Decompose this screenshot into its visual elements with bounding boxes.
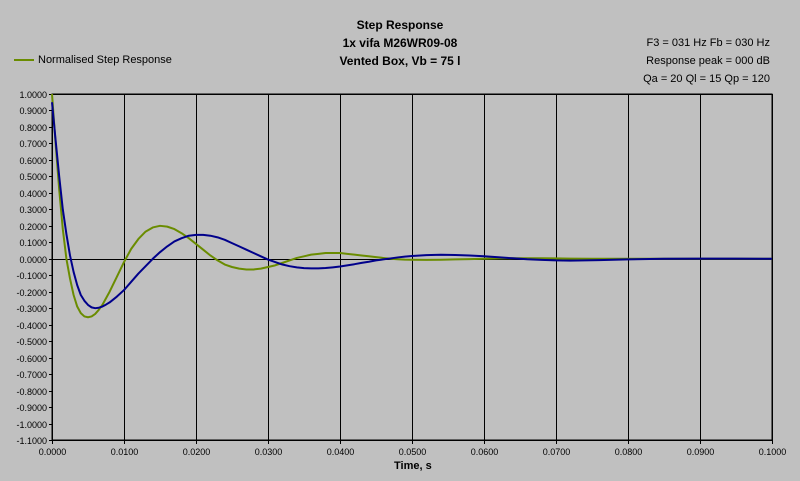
y-tick-label: -1.0000 [16,420,47,430]
chart-title-line-2: 1x vifa M26WR09-08 [342,36,458,50]
x-tick-label: 0.1000 [759,447,787,457]
y-tick-label: -0.1000 [16,271,47,281]
y-tick-label: -0.5000 [16,337,47,347]
y-tick-label: 1.0000 [19,90,47,100]
y-tick-label: -0.8000 [16,387,47,397]
x-tick-label: 0.0200 [183,447,211,457]
x-tick-label: 0.0300 [255,447,283,457]
y-tick-label: -0.4000 [16,321,47,331]
chart-title-line-1: Step Response [356,18,444,32]
info-response-peak: Response peak = 000 dB [646,55,770,67]
grid-layer [49,93,773,444]
y-tick-labels: 1.0000 0.9000 0.8000 0.7000 0.6000 0.5000 0.40… [16,90,47,446]
x-axis-label: Time, s [394,460,432,472]
y-tick-label: -0.7000 [16,370,47,380]
y-tick-label: 0.9000 [19,106,47,116]
y-tick-label: 0.6000 [19,156,47,166]
y-tick-label: 0.2000 [19,222,47,232]
y-tick-label: -0.2000 [16,288,47,298]
x-tick-label: 0.0600 [471,447,499,457]
series-layer [51,93,773,319]
chart-title-line-3: Vented Box, Vb = 75 l [339,54,461,68]
legend-swatch [14,59,34,61]
info-frequency: F3 = 031 Hz Fb = 030 Hz [646,37,770,49]
x-tick-label: 0.0900 [687,447,715,457]
y-tick-label: 0.4000 [19,189,47,199]
y-tick-label: 0.8000 [19,123,47,133]
legend: Normalised Step Response [14,54,172,66]
x-tick-label: 0.0400 [327,447,355,457]
y-tick-label: -0.3000 [16,304,47,314]
y-tick-label: 0.7000 [19,139,47,149]
y-tick-label: 0.3000 [19,205,47,215]
y-tick-label: 0.1000 [19,238,47,248]
y-tick-label: -1.1000 [16,436,47,446]
y-tick-label: 0.5000 [19,172,47,182]
legend-label: Normalised Step Response [38,54,172,66]
x-tick-label: 0.0100 [111,447,139,457]
y-tick-label: -0.6000 [16,354,47,364]
y-tick-label: -0.9000 [16,403,47,413]
x-tick-labels: 0.0000 0.0100 0.0200 0.0300 0.0400 0.0500 0.06… [39,447,787,457]
info-q-values: Qa = 20 Ql = 15 Qp = 120 [643,73,770,85]
x-tick-label: 0.0500 [399,447,427,457]
y-tick-label: 0.0000 [19,255,47,265]
x-tick-label: 0.0000 [39,447,67,457]
x-tick-label: 0.0700 [543,447,571,457]
x-tick-label: 0.0800 [615,447,643,457]
series-line-1 [51,93,772,319]
series-line-2 [51,102,773,310]
